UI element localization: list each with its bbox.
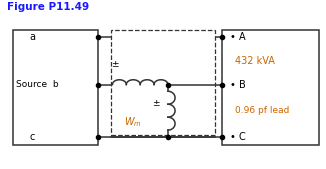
Text: 0.96 pf lead: 0.96 pf lead [235, 106, 289, 115]
Text: ±: ± [111, 60, 118, 69]
Text: $W_m$: $W_m$ [124, 115, 141, 129]
Text: a: a [29, 32, 35, 42]
Text: ±: ± [152, 99, 159, 108]
Text: Source  b: Source b [16, 80, 59, 89]
Text: • C: • C [230, 132, 245, 142]
Text: • A: • A [230, 32, 245, 42]
Bar [13, 30, 98, 145]
Bar [222, 30, 319, 145]
Text: Figure P11.49: Figure P11.49 [7, 2, 89, 12]
Text: 432 kVA: 432 kVA [235, 56, 274, 66]
Text: c: c [29, 132, 35, 142]
Bar [111, 30, 215, 135]
Text: • B: • B [230, 79, 245, 90]
